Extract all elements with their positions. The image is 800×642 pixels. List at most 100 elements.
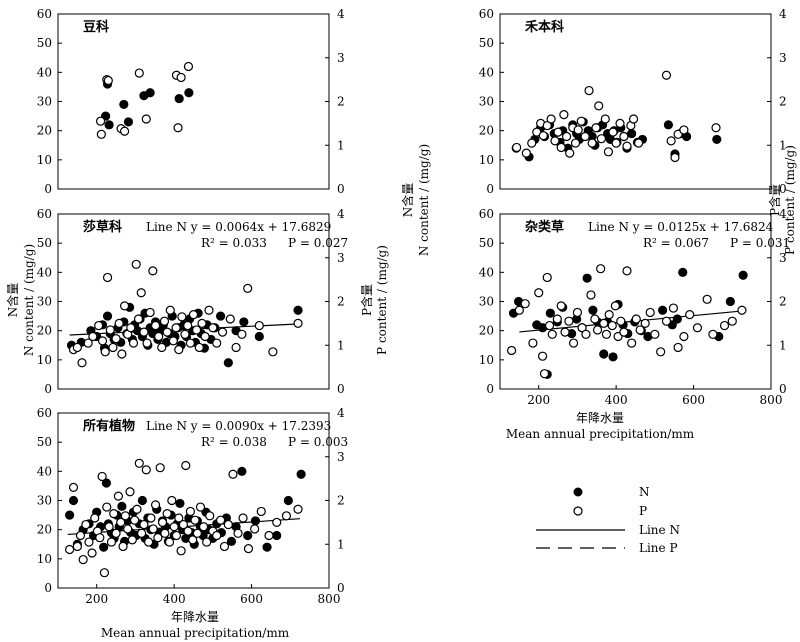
point-p [594,101,604,111]
y-left-tick-label: 10 [479,353,494,367]
point-n [119,99,129,110]
y-right-label-cn: P含量 [359,284,374,316]
y-left-tick-label: 50 [479,36,494,50]
point-n [296,469,306,479]
point-p [596,264,606,274]
point-p [237,329,247,339]
point-n [582,273,592,283]
y-right-tick-label: 4 [779,7,787,21]
y-left-tick-label: 30 [479,295,494,309]
y-left-tick-label: 40 [37,265,52,279]
panel-3: 0 10 20 30 40 50 60 0 1 2 3 4 莎草科 Line N y = 0.0064x … [37,207,348,396]
point-p [685,310,695,320]
point-p [622,141,632,151]
point-p [528,338,538,348]
point-p [90,513,100,523]
legend-marker-n [573,487,583,497]
point-p [592,325,603,335]
point-n [545,308,555,318]
point-p [737,305,747,315]
x-label-cn: 年降水量 [576,411,624,425]
point-p [537,351,548,361]
point-p [546,114,556,124]
point-n [226,536,237,546]
y-right-tick-label: 2 [779,295,787,309]
point-p [77,358,87,368]
point-p [645,307,655,318]
point-p [202,537,212,547]
point-p [118,541,128,552]
y-left-tick-label: 30 [37,494,52,508]
point-p [136,288,146,298]
point-p [205,511,215,521]
y-left-tick-label: 60 [37,207,52,221]
point-p [72,541,82,552]
point-p [139,327,149,337]
point-p [111,528,121,538]
point-p [223,519,233,530]
y-right-tick-label: 4 [779,207,787,221]
point-p [586,290,596,300]
point-p [183,320,193,331]
point-p [103,75,113,86]
point-p [159,316,170,326]
point-p [264,530,274,541]
point-p [233,528,243,538]
point-p [188,310,199,320]
legend-marker-p [573,506,583,516]
y-left-label-en: N content / (mg/g) [22,244,36,356]
y-right-tick-label: 1 [337,537,345,551]
point-n [243,530,253,541]
y-right-label-en: P content / (mg/g) [783,145,797,255]
y-right-tick-label: 4 [337,207,345,221]
y-left-tick-label: 50 [37,236,52,250]
point-p [81,519,91,530]
point-p [116,517,126,527]
point-n [599,349,609,359]
point-p [106,537,117,547]
point-p [176,72,186,83]
y-right-tick-label: 1 [337,138,345,152]
point-p [131,259,141,269]
panel-2: 0 10 20 30 40 50 60 0 1 2 3 4 禾本科 [479,7,787,196]
fit-p: P = 0.003 [288,435,348,449]
point-p [100,347,110,357]
y-right-tick-label: 3 [779,251,787,265]
point-p [139,519,149,530]
y-right-tick-label: 4 [337,406,345,420]
point-p [702,294,712,304]
x-label-en: Mean annual precipitation/mm [101,626,290,640]
legend: NP Line N Line P [536,485,680,555]
point-p [97,471,107,482]
point-p [173,123,183,133]
point-n [678,267,688,277]
point-p [197,318,207,328]
point-p [97,336,108,346]
point-n [184,88,194,98]
point-p [580,131,590,142]
point-p [72,342,82,353]
y-left-tick-label: 10 [37,552,52,566]
point-n [283,495,293,506]
point-p [174,345,184,355]
point-n [254,331,264,342]
legend-label: P [639,504,647,518]
point-p [708,329,718,339]
point-n [262,542,272,552]
point-p [165,305,175,315]
point-p [577,323,587,333]
point-p [568,338,579,348]
point-p [212,530,222,541]
point-p [268,347,278,357]
point-p [96,129,106,139]
point-p [542,272,552,283]
point-p [512,142,522,153]
point-p [164,537,175,547]
point-p [132,504,142,514]
point-p [109,509,119,519]
point-p [668,303,679,313]
point-p [619,327,629,337]
legend-label: N [639,485,650,499]
